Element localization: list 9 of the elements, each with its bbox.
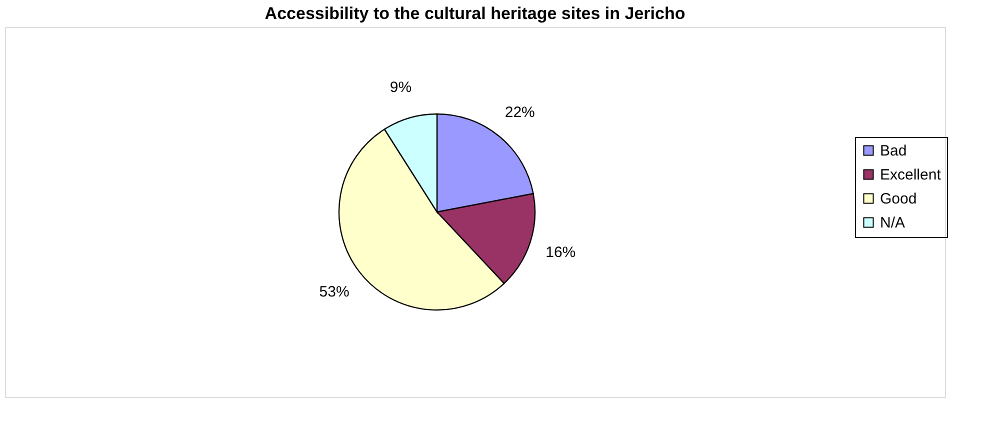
legend-label: Bad bbox=[880, 142, 907, 160]
data-label: 9% bbox=[390, 79, 412, 96]
chart-title: Accessibility to the cultural heritage sites in Jericho bbox=[264, 4, 686, 23]
data-label: 22% bbox=[504, 104, 535, 121]
data-label: 16% bbox=[546, 244, 576, 262]
legend-label: N/A bbox=[880, 214, 906, 232]
data-label: 53% bbox=[319, 284, 350, 301]
legend-label: Excellent bbox=[880, 166, 942, 184]
legend-label: Good bbox=[880, 190, 917, 208]
